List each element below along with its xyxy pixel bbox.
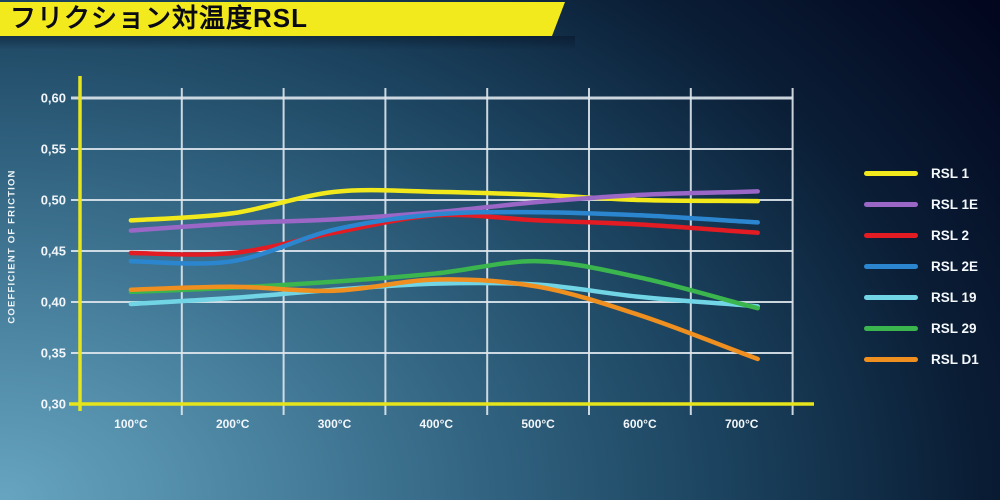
legend-item-rsl-2: RSL 2 — [864, 220, 979, 251]
legend-swatch-rsl-2e — [864, 264, 918, 269]
legend-item-rsl-d1: RSL D1 — [864, 344, 979, 375]
legend-swatch-rsl-19 — [864, 295, 918, 300]
legend-item-rsl-29: RSL 29 — [864, 313, 979, 344]
x-tick-label: 200°C — [216, 417, 250, 431]
legend-swatch-rsl-2 — [864, 233, 918, 238]
legend-item-rsl-2e: RSL 2E — [864, 251, 979, 282]
series-line-rsl-d1 — [128, 277, 760, 362]
y-tick-label: 0,60 — [41, 91, 66, 106]
legend-item-rsl-19: RSL 19 — [864, 282, 979, 313]
y-tick-label: 0,55 — [41, 142, 66, 157]
x-tick-label: 300°C — [318, 417, 352, 431]
series-line-rsl-2e — [128, 209, 760, 266]
x-tick-label: 700°C — [725, 417, 759, 431]
legend-label-rsl-19: RSL 19 — [931, 290, 977, 305]
legend-label-rsl-2e: RSL 2E — [931, 259, 979, 274]
x-tick-label: 400°C — [420, 417, 454, 431]
page-title: フリクション対温度RSL — [10, 3, 309, 33]
legend-item-rsl-1: RSL 1 — [864, 158, 979, 189]
series-line-rsl-19 — [128, 280, 760, 309]
legend-label-rsl-1e: RSL 1E — [931, 197, 979, 212]
legend-item-rsl-1e: RSL 1E — [864, 189, 979, 220]
chart-legend: RSL 1 RSL 1E RSL 2 RSL 2E RSL 19 RSL 29 RSL D1 — [864, 158, 979, 375]
y-tick-label: 0,40 — [41, 295, 66, 310]
x-tick-label: 100°C — [114, 417, 148, 431]
series-line-rsl-2 — [128, 212, 760, 257]
title-bar: フリクション対温度RSL — [0, 2, 565, 36]
x-tick-label: 500°C — [521, 417, 555, 431]
legend-label-rsl-2: RSL 2 — [931, 228, 970, 243]
legend-swatch-rsl-1e — [864, 202, 918, 207]
series-line-rsl-1 — [128, 187, 760, 223]
legend-swatch-rsl-d1 — [864, 357, 918, 362]
legend-swatch-rsl-29 — [864, 326, 918, 331]
y-tick-label: 0,35 — [41, 346, 66, 361]
series-line-rsl-1e — [128, 189, 760, 233]
legend-label-rsl-1: RSL 1 — [931, 166, 970, 181]
legend-label-rsl-29: RSL 29 — [931, 321, 977, 336]
x-tick-label: 600°C — [623, 417, 657, 431]
y-tick-label: 0,30 — [41, 397, 66, 412]
legend-label-rsl-d1: RSL D1 — [931, 352, 979, 367]
legend-swatch-rsl-1 — [864, 171, 918, 176]
y-tick-label: 0,45 — [41, 244, 66, 259]
y-tick-label: 0,50 — [41, 193, 66, 208]
